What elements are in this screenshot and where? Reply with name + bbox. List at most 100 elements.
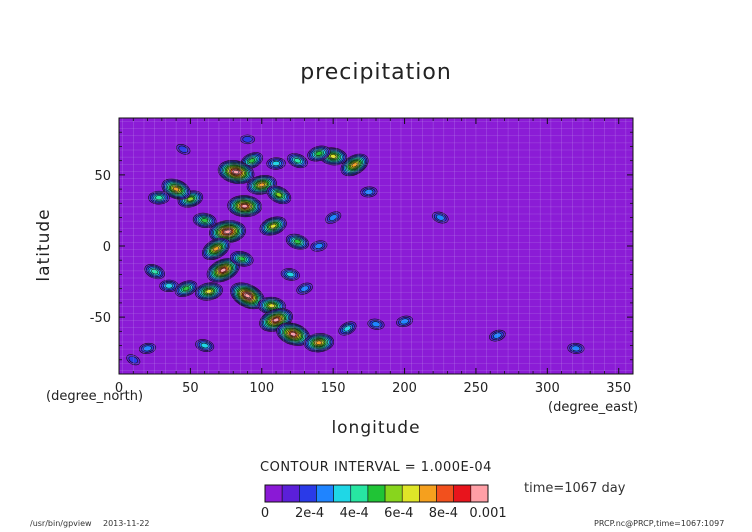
precip-cell [174, 280, 198, 297]
precip-cell [340, 153, 369, 177]
precip-contour [205, 289, 213, 294]
precip-cell [139, 342, 157, 354]
colorbar-swatch [470, 484, 489, 503]
precip-contour [315, 340, 323, 345]
x-tick-label: 200 [392, 381, 417, 396]
colorbar-swatch [333, 484, 352, 503]
precip-contour [275, 192, 283, 198]
precip-contour [293, 157, 302, 164]
precip-cell [367, 318, 385, 330]
precip-contour [213, 246, 220, 252]
precip-cell [257, 296, 286, 315]
footer-source: PRCP.nc@PRCP,time=1067:1097 [594, 519, 725, 528]
precip-cell [567, 342, 585, 354]
colorbar-label: 4e-4 [340, 506, 369, 521]
colorbar-label: 0 [261, 506, 269, 521]
precip-contour [293, 239, 301, 245]
x-axis-unit: (degree_east) [548, 400, 639, 415]
precip-cell [227, 195, 263, 218]
colorbar-swatch [264, 484, 283, 503]
colorbar-swatch [453, 484, 472, 503]
precip-contour [314, 243, 324, 249]
precip-cell [202, 237, 231, 260]
precip-contour [201, 218, 209, 223]
precip-contour [224, 229, 231, 234]
contour-interval-text: CONTOUR INTERVAL = 1.000E-04 [260, 460, 492, 475]
precip-cell [280, 268, 300, 281]
precip-cell [230, 282, 265, 310]
precip-contour [143, 345, 152, 352]
precip-cell [161, 178, 191, 200]
chart-title: precipitation [300, 60, 452, 85]
time-label: time=1067 day [524, 481, 626, 496]
precip-cell [192, 212, 217, 229]
colorbar-swatch [419, 484, 437, 503]
precip-cell [206, 257, 240, 283]
precip-contour [268, 303, 276, 308]
precip-cell [285, 233, 310, 250]
precip-contour [186, 196, 194, 202]
precip-contour [233, 169, 240, 175]
colorbar-label: 8e-4 [429, 506, 458, 521]
precip-cell [325, 211, 342, 224]
x-tick-label: 0 [115, 381, 123, 396]
precip-cell [489, 329, 506, 342]
y-tick-label: -50 [90, 311, 111, 326]
grid-lines [119, 118, 633, 374]
colorbar-swatch [401, 484, 420, 503]
precip-cell [303, 333, 335, 353]
precip-contour [571, 345, 581, 352]
x-tick-label: 50 [182, 381, 199, 396]
colorbar: 0 2e-4 4e-4 6e-4 8e-4 0.001 [261, 484, 507, 521]
x-tick-label: 150 [321, 381, 346, 396]
colorbar-label: 6e-4 [384, 506, 413, 521]
precip-cell [217, 160, 255, 185]
plot-area [119, 118, 633, 374]
precip-contour [351, 162, 358, 168]
precip-cell [307, 145, 331, 162]
precip-contour [155, 195, 163, 201]
y-axis-label: latitude [34, 208, 54, 282]
precip-contour [178, 145, 189, 153]
colorbar-swatch [281, 484, 300, 503]
precip-cell [396, 315, 414, 328]
x-axis-label: longitude [331, 418, 421, 438]
precip-cell [209, 220, 246, 244]
colorbar-swatch [436, 484, 454, 503]
x-tick-label: 300 [535, 381, 560, 396]
precip-contour [400, 318, 409, 325]
precip-cell [431, 211, 449, 224]
precip-contour [238, 256, 246, 262]
y-tick-label: 50 [94, 169, 111, 184]
colorbar-swatch [299, 484, 317, 503]
precip-contour [272, 317, 280, 323]
precip-cell [148, 190, 170, 205]
precip-contour [271, 160, 281, 167]
precip-contour [242, 136, 253, 143]
precip-contour [435, 214, 445, 221]
precip-cell [194, 282, 223, 301]
precip-cell [230, 251, 254, 267]
footer-date: 2013-11-22 [103, 519, 150, 528]
precip-contour [241, 204, 248, 209]
precip-cell [259, 216, 287, 236]
precip-contour [315, 151, 323, 157]
axes: 0 50 100 150 200 250 300 350 -50 0 50 [90, 118, 633, 396]
x-tick-label: 100 [249, 381, 274, 396]
precip-cell [276, 322, 311, 346]
x-tick-label: 250 [464, 381, 489, 396]
x-tick-label: 350 [606, 381, 631, 396]
precip-contour [371, 321, 381, 328]
footer-program: /usr/bin/gpview [30, 519, 92, 528]
precip-contour [220, 267, 227, 273]
colorbar-swatch [316, 484, 334, 503]
y-tick-label: 0 [103, 240, 111, 255]
precip-cell [310, 240, 328, 252]
colorbar-swatch [384, 484, 403, 503]
colorbar-label: 0.001 [469, 506, 506, 521]
precipitation-field [126, 134, 585, 366]
precip-contour [329, 154, 337, 159]
precip-cell [240, 134, 255, 145]
